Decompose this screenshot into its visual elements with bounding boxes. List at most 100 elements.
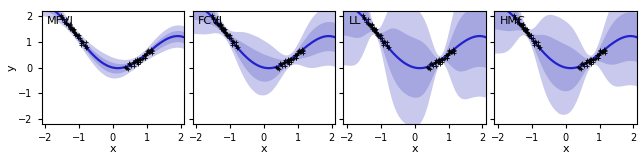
Point <box>367 25 378 28</box>
Point <box>584 61 595 64</box>
Point <box>68 29 78 32</box>
Point <box>290 54 300 56</box>
X-axis label: x: x <box>260 144 267 154</box>
Point <box>371 31 381 34</box>
Point <box>369 28 380 31</box>
Point <box>369 29 380 31</box>
Point <box>358 14 368 16</box>
Point <box>61 22 71 25</box>
Point <box>434 59 444 62</box>
Point <box>212 23 223 26</box>
Point <box>292 52 302 55</box>
Point <box>577 63 588 66</box>
Point <box>427 63 437 66</box>
Point <box>576 67 586 70</box>
Point <box>586 60 596 63</box>
Point <box>592 54 602 56</box>
Point <box>372 34 382 36</box>
Point <box>210 21 220 24</box>
Point <box>442 56 452 59</box>
Point <box>227 43 237 46</box>
Point <box>513 18 524 20</box>
Point <box>73 34 83 36</box>
Point <box>518 24 528 27</box>
Point <box>449 50 460 52</box>
Point <box>371 31 381 33</box>
Text: FCVI: FCVI <box>198 16 223 26</box>
Point <box>522 34 532 36</box>
Point <box>581 61 591 63</box>
Point <box>581 62 591 65</box>
Point <box>515 24 525 26</box>
Point <box>382 41 392 44</box>
Point <box>600 50 611 52</box>
Point <box>68 31 79 33</box>
Point <box>124 62 134 65</box>
Point <box>433 58 444 61</box>
Point <box>76 42 86 45</box>
Point <box>534 46 545 48</box>
Point <box>224 37 234 39</box>
Point <box>365 24 376 26</box>
Point <box>446 51 456 53</box>
Point <box>520 28 531 31</box>
Point <box>57 17 67 20</box>
Point <box>273 67 284 69</box>
Point <box>524 35 534 37</box>
Point <box>595 51 605 54</box>
Point <box>216 27 227 29</box>
Point <box>67 29 77 31</box>
Point <box>592 53 602 56</box>
Point <box>510 17 520 20</box>
Point <box>528 40 538 43</box>
Point <box>63 23 73 26</box>
Point <box>67 30 77 33</box>
Point <box>572 66 582 68</box>
Point <box>76 40 86 43</box>
Point <box>295 51 305 53</box>
Point <box>129 65 139 67</box>
Point <box>221 33 232 36</box>
Point <box>221 31 231 34</box>
Point <box>219 29 229 32</box>
Point <box>433 60 444 63</box>
Point <box>131 58 141 61</box>
Point <box>449 49 459 52</box>
Point <box>441 53 451 56</box>
Point <box>372 33 383 36</box>
Point <box>146 48 156 50</box>
Point <box>424 67 435 69</box>
Point <box>593 56 603 59</box>
Point <box>364 23 374 26</box>
Point <box>63 24 73 26</box>
Point <box>65 22 75 25</box>
Point <box>378 43 388 46</box>
Point <box>576 62 586 65</box>
Point <box>521 29 531 32</box>
Point <box>588 61 598 63</box>
Point <box>282 60 292 63</box>
Point <box>363 22 373 25</box>
Point <box>430 62 440 65</box>
Point <box>271 66 281 68</box>
Point <box>296 51 307 53</box>
Point <box>431 58 442 61</box>
Point <box>218 30 228 33</box>
Point <box>272 67 282 69</box>
Point <box>435 61 445 64</box>
Point <box>216 24 226 27</box>
Point <box>283 59 293 62</box>
Point <box>231 45 241 47</box>
Point <box>367 24 377 27</box>
Point <box>426 62 436 65</box>
Point <box>280 58 291 61</box>
Point <box>433 61 444 64</box>
Point <box>275 62 285 65</box>
Point <box>433 58 444 61</box>
Point <box>359 18 369 20</box>
Point <box>520 30 531 33</box>
Point <box>284 60 294 63</box>
Point <box>76 43 86 46</box>
Point <box>435 57 445 60</box>
Point <box>522 31 532 33</box>
